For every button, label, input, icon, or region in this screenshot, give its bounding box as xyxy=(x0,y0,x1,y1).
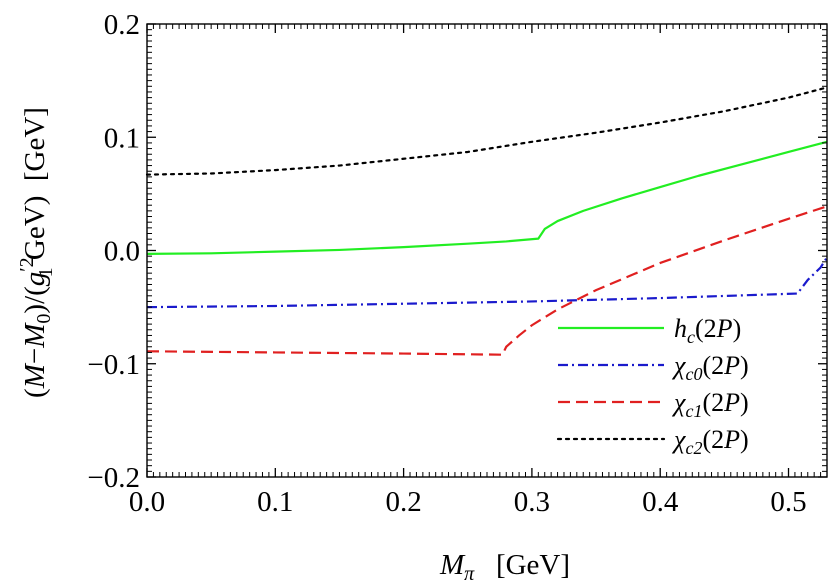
ticks-layer xyxy=(146,23,828,478)
y-tick-label: 0.0 xyxy=(104,236,140,268)
y-tick-label: −0.2 xyxy=(87,462,140,494)
tick-labels: 0.0 0.1 0.2 0.3 0.4 0.5 −0.2 −0.1 0.0 0.1 0.2 xyxy=(87,9,806,518)
legend-label-2: χc0(2P) xyxy=(671,351,749,384)
x-tick-label: 0.4 xyxy=(642,486,679,518)
x-tick-label: 0.3 xyxy=(514,486,550,518)
x-tick-label: 0.2 xyxy=(385,486,421,518)
legend-label-1: hc(2P) xyxy=(674,314,741,347)
series-layer xyxy=(145,86,829,356)
y-tick-label: −0.1 xyxy=(87,349,140,381)
y-tick-label: 0.1 xyxy=(104,122,140,154)
legend-label-4: χc2(2P) xyxy=(671,425,749,458)
series-line-1 xyxy=(146,140,828,255)
series-line-3 xyxy=(146,205,828,356)
x-tick-label: 0.5 xyxy=(770,486,806,518)
y-axis-title: (M−M0)/(g′21 GeV) [GeV] xyxy=(16,107,57,398)
x-tick-label: 0.1 xyxy=(257,486,293,518)
legend-label-3: χc1(2P) xyxy=(671,388,749,421)
series-line-2 xyxy=(146,256,828,309)
y-tick-label: 0.2 xyxy=(104,9,140,41)
series-line-4 xyxy=(145,86,829,176)
x-tick-label: 0.0 xyxy=(129,486,165,518)
x-axis-title: Mπ [GeV] xyxy=(439,549,570,585)
legend: hc(2P) χc0(2P) χc1(2P) χc2(2P) xyxy=(556,314,749,458)
